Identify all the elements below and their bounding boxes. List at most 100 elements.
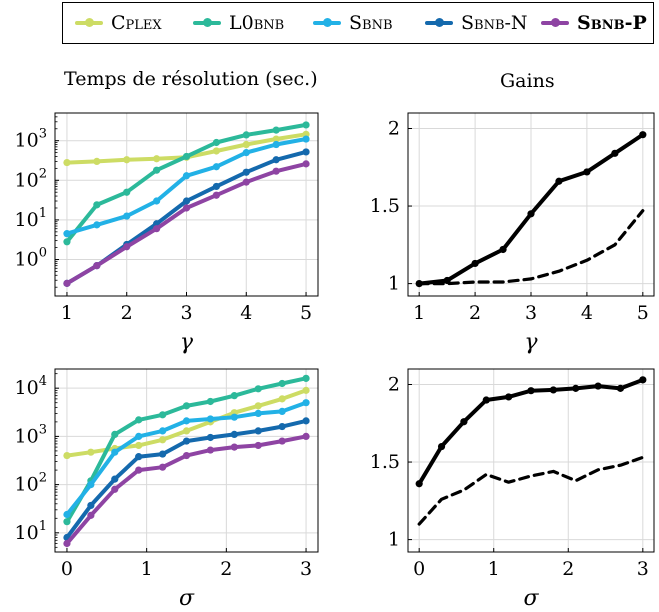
data-point-sbnb-n (135, 453, 143, 461)
data-point-sbnb-n (212, 182, 220, 191)
y-tick-label: 101 (15, 518, 47, 544)
data-point-solid (639, 376, 647, 384)
data-point-sbnb-n (182, 197, 191, 205)
data-point-solid (555, 177, 563, 185)
data-point-sbnb-p (302, 432, 310, 440)
data-point-l0bnb (153, 166, 161, 174)
y-tick-label: 1.5 (370, 451, 400, 473)
legend-swatch-sbnb (313, 18, 341, 27)
x-tick-label: 4 (581, 302, 593, 324)
legend-label-sbnb-n: Sbnb-N (461, 12, 528, 34)
y-tick-label: 1.5 (370, 195, 400, 217)
data-point-sbnb (302, 399, 310, 407)
data-point-cplex (63, 158, 71, 167)
data-point-cplex (135, 441, 143, 450)
data-point-cplex (158, 436, 167, 444)
x-tick-label: 5 (637, 302, 649, 324)
data-point-solid (572, 384, 580, 392)
data-point-sbnb-n (254, 427, 262, 435)
data-point-l0bnb (278, 379, 286, 388)
legend-label-sbnb: Sbnb (349, 12, 393, 34)
data-point-sbnb (123, 212, 131, 220)
data-point-l0bnb (242, 131, 250, 139)
data-point-solid (482, 396, 490, 404)
data-point-cplex (123, 156, 131, 164)
data-point-solid (527, 387, 535, 395)
y-tick-label: 2 (388, 374, 400, 396)
legend-swatch-l0bnb (193, 18, 221, 27)
x-axis-label: γ (524, 330, 538, 355)
chart-gain-sigma: 0 1 2 311.52σ (370, 368, 655, 611)
data-point-sbnb (272, 140, 280, 149)
data-point-sbnb-n (302, 148, 310, 156)
data-point-sbnb (302, 135, 310, 143)
legend-entry-cplex: Cplex (75, 3, 162, 43)
data-point-sbnb (182, 417, 191, 425)
y-tick-label: 103 (15, 126, 47, 152)
x-tick-label: 1 (413, 302, 425, 324)
legend-swatch-sbnb-p (541, 18, 569, 27)
data-point-l0bnb (93, 201, 101, 209)
data-point-solid (505, 393, 513, 401)
data-point-sbnb (254, 409, 262, 417)
data-point-sbnb-p (153, 225, 161, 233)
y-tick-label: 102 (15, 470, 47, 496)
data-point-cplex (278, 395, 286, 403)
data-point-sbnb (63, 510, 71, 519)
data-point-cplex (302, 386, 310, 394)
x-axis-label: σ (523, 586, 539, 611)
data-point-sbnb (182, 172, 191, 180)
x-tick-label: 3 (300, 558, 312, 580)
data-point-sbnb-n (230, 430, 238, 438)
data-point-l0bnb (123, 188, 131, 196)
x-tick-label: 1 (61, 302, 73, 324)
y-tick-label: 101 (15, 205, 47, 231)
plot-frame (54, 368, 319, 553)
data-point-solid (471, 259, 479, 268)
x-tick-label: 0 (61, 558, 73, 580)
y-tick-label: 1 (388, 273, 400, 295)
data-point-l0bnb (230, 392, 238, 400)
data-point-sbnb (158, 427, 167, 435)
series-line-dashed (417, 209, 645, 286)
data-point-sbnb (63, 230, 71, 238)
legend-label-sbnb-p: Sbnb-P (577, 12, 647, 34)
legend-swatch-cplex (75, 18, 103, 27)
series-line-dashed (417, 455, 645, 526)
y-tick-label: 100 (15, 245, 47, 271)
data-point-sbnb-p (63, 279, 71, 287)
x-tick-label: 2 (121, 302, 133, 324)
data-point-l0bnb (158, 411, 167, 419)
chart-time-sigma: 0 1 2 3 101 102 103 104 σ (15, 368, 319, 611)
data-point-sbnb-n (272, 156, 280, 164)
x-tick-label: 5 (300, 302, 312, 324)
data-point-solid (460, 418, 468, 426)
data-point-sbnb-p (111, 485, 119, 493)
data-point-sbnb (111, 448, 119, 456)
x-tick-label: 1 (488, 558, 500, 580)
y-tick-label: 102 (15, 166, 47, 192)
x-tick-label: 1 (141, 558, 153, 580)
x-tick-label: 0 (413, 558, 425, 580)
x-tick-label: 3 (180, 302, 192, 324)
x-tick-label: 2 (469, 302, 481, 324)
plot-frame (407, 368, 655, 553)
data-point-l0bnb (302, 374, 310, 382)
data-point-solid (639, 131, 647, 139)
data-point-cplex (87, 448, 95, 456)
x-tick-label: 2 (220, 558, 232, 580)
data-point-sbnb-p (158, 463, 167, 471)
data-point-sbnb (230, 413, 238, 421)
title-right: Gains (500, 70, 555, 92)
data-point-solid (583, 168, 591, 176)
data-point-solid (437, 442, 446, 451)
data-point-sbnb-p (63, 539, 71, 548)
data-point-sbnb-n (206, 433, 215, 442)
legend-entry-sbnb-p: Sbnb-P (541, 3, 647, 43)
data-point-l0bnb (302, 121, 310, 129)
data-point-cplex (212, 147, 220, 155)
data-point-sbnb-p (254, 441, 262, 450)
legend-swatch-sbnb-n (425, 18, 453, 27)
data-point-sbnb (153, 197, 161, 205)
y-tick-label: 103 (15, 422, 47, 448)
